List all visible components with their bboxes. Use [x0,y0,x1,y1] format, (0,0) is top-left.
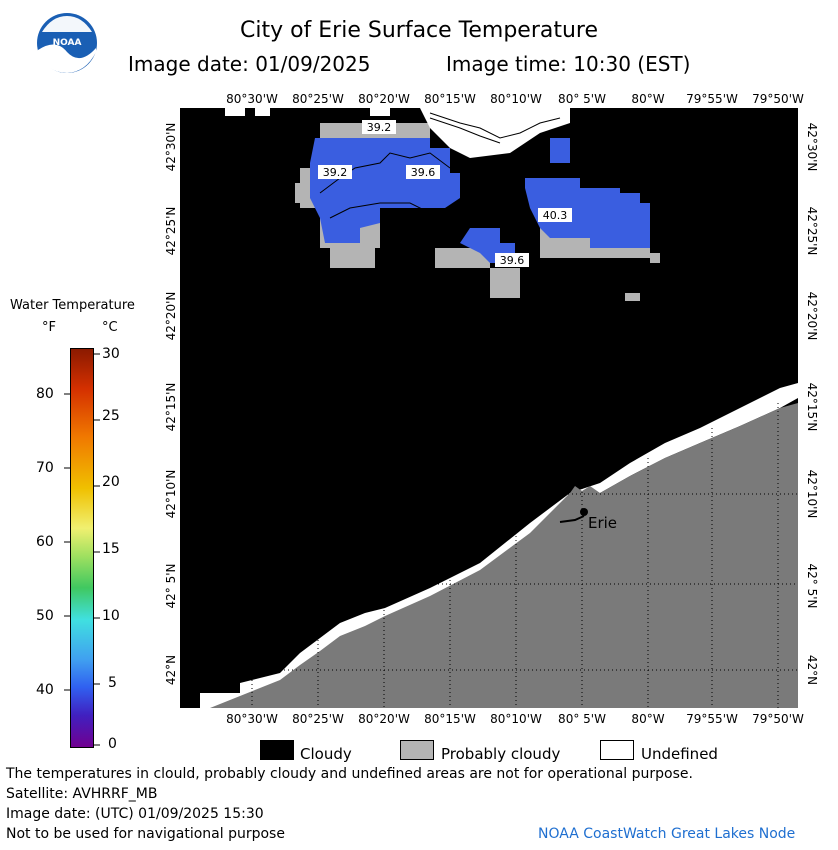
legend-unit-f: °F [42,320,56,335]
lon-label-bottom: 80°W [631,712,665,726]
land-area [210,403,798,708]
legend-ticks [64,353,100,746]
lat-label-left: 42°15'N [164,382,178,432]
key-probably-cloudy-swatch [400,740,434,760]
lon-label-top: 79°50'W [752,92,804,106]
water-area [310,138,650,263]
temp-label: 39.2 [367,121,392,134]
lat-label-left: 42° 5'N [164,563,178,609]
undefined-top [420,108,570,158]
lon-label-top: 80°20'W [358,92,410,106]
lon-label-bottom: 80° 5'W [558,712,606,726]
legend-f-tick: 50 [36,608,54,624]
image-date: Image date: 01/09/2025 [128,52,371,76]
lon-label-top: 80°15'W [424,92,476,106]
undefined-top [370,108,390,116]
lon-label-bottom: 80°15'W [424,712,476,726]
legend-c-tick: 0 [108,736,117,752]
legend-f-tick: 70 [36,460,54,476]
lon-label-bottom: 79°50'W [752,712,804,726]
footer-credit: NOAA CoastWatch Great Lakes Node [538,826,796,842]
lat-label-right: 42°30'N [805,122,819,172]
lat-label-right: 42°10'N [805,469,819,519]
footer-satellite: Satellite: AVHRRF_MB [6,786,158,802]
image-time: Image time: 10:30 (EST) [446,52,691,76]
lon-label-top: 80° 5'W [558,92,606,106]
logo-text: NOAA [53,38,82,48]
key-probably-cloudy-label: Probably cloudy [441,745,561,763]
lat-label-right: 42°20'N [805,291,819,341]
harbor-line [559,515,585,523]
footer-utc-date: Image date: (UTC) 01/09/2025 15:30 [6,806,264,822]
lat-label-right: 42°N [805,654,819,686]
temperature-labels: 39.2 39.2 39.6 40.3 39.6 [318,120,572,267]
footer-navigation-note: Not to be used for navigational purpose [6,826,285,842]
lon-label-bottom: 79°55'W [686,712,738,726]
city-marker [580,508,588,516]
lat-label-right: 42° 5'N [805,563,819,609]
legend-f-tick: 80 [36,386,54,402]
lat-label-left: 42°30'N [164,122,178,172]
lon-label-top: 80°25'W [292,92,344,106]
lat-label-right: 42°15'N [805,382,819,432]
lat-label-left: 42°25'N [164,206,178,256]
legend-c-tick: 30 [102,346,120,362]
legend-c-tick: 15 [102,541,120,557]
lon-label-top: 80°W [631,92,665,106]
graticule [240,403,798,708]
legend-colorbar [70,348,94,748]
footer-disclaimer: The temperatures in clould, probably clo… [6,766,693,782]
temperature-map: 39.2 39.2 39.6 40.3 39.6 Erie [180,108,798,708]
legend-f-tick: 60 [36,534,54,550]
key-cloudy-swatch [260,740,294,760]
map-title: City of Erie Surface Temperature [239,18,599,43]
lon-label-bottom: 80°30'W [226,712,278,726]
temp-label: 39.2 [323,166,348,179]
temp-label: 40.3 [543,209,568,222]
noaa-logo: NOAA [37,13,97,73]
lat-label-left: 42°10'N [164,469,178,519]
lon-label-bottom: 80°25'W [292,712,344,726]
undefined-area [200,383,798,708]
lon-label-top: 79°55'W [686,92,738,106]
lon-label-bottom: 80°10'W [490,712,542,726]
temp-label: 39.6 [411,166,436,179]
undefined-top [255,108,270,116]
key-cloudy-label: Cloudy [300,745,352,763]
lat-label-left: 42°20'N [164,291,178,341]
undefined-top [225,108,245,116]
legend-f-tick: 40 [36,682,54,698]
lon-label-top: 80°30'W [226,92,278,106]
lon-label-bottom: 80°20'W [358,712,410,726]
key-undefined-label: Undefined [641,745,718,763]
lon-label-top: 80°10'W [490,92,542,106]
legend-c-tick: 20 [102,474,120,490]
lat-label-left: 42°N [164,654,178,686]
legend-c-tick: 5 [108,675,117,691]
city-label: Erie [588,514,617,532]
key-undefined-swatch [600,740,634,760]
legend-c-tick: 25 [102,408,120,424]
temp-label: 39.6 [500,254,525,267]
legend-c-tick: 10 [102,608,120,624]
lat-label-right: 42°25'N [805,206,819,256]
legend-unit-c: °C [102,320,118,335]
legend-title: Water Temperature [10,298,135,313]
